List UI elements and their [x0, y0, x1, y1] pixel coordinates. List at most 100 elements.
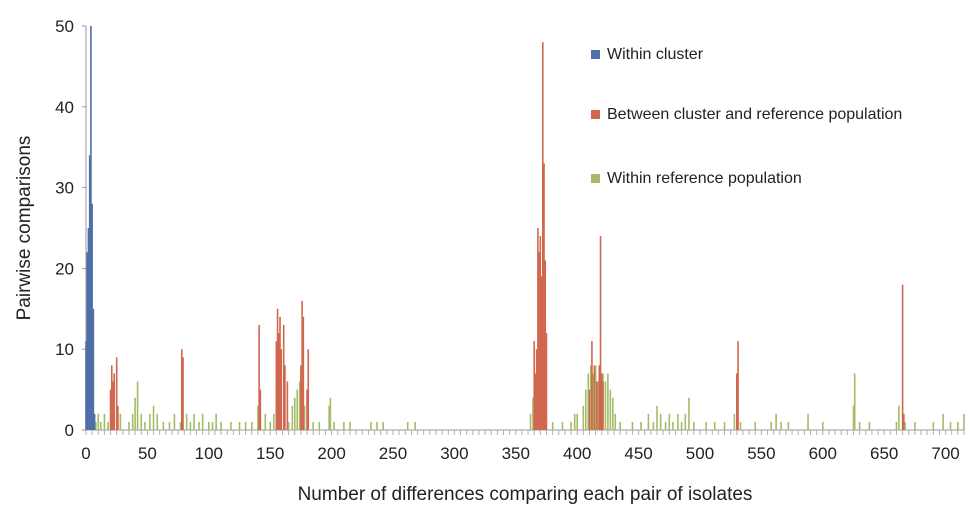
- bar-within-reference: [787, 421, 790, 430]
- x-tick-label: 100: [195, 444, 223, 463]
- bar-within-reference: [207, 421, 210, 430]
- bar-between-cluster-reference: [901, 284, 904, 430]
- bar-between-cluster-reference: [115, 357, 118, 430]
- bar-between-cluster-reference: [302, 316, 305, 430]
- bar-within-reference: [584, 389, 587, 430]
- bar-within-cluster: [90, 26, 92, 430]
- bar-within-reference: [780, 421, 782, 430]
- bar-within-reference: [668, 413, 671, 430]
- bar-within-reference: [656, 405, 658, 430]
- bar-within-reference: [264, 413, 267, 430]
- bar-within-reference: [107, 421, 109, 430]
- x-axis-title: Number of differences comparing each pai…: [298, 484, 753, 505]
- bar-within-cluster: [91, 203, 93, 430]
- bar-within-reference: [179, 421, 182, 430]
- y-tick-label: 10: [55, 340, 74, 359]
- bar-within-reference: [156, 413, 159, 430]
- bar-within-reference: [136, 381, 139, 430]
- bar-within-reference: [215, 413, 217, 430]
- bar-between-cluster-reference: [533, 341, 536, 430]
- bar-within-reference: [152, 405, 155, 430]
- bar-between-cluster-reference: [544, 260, 547, 430]
- bar-within-reference: [318, 421, 321, 430]
- bar-within-reference: [868, 421, 871, 430]
- bar-within-reference: [273, 413, 275, 430]
- bar-within-reference: [149, 413, 151, 430]
- bar-between-cluster-reference: [182, 357, 184, 430]
- series-within-cluster: [85, 26, 96, 430]
- bar-within-cluster: [86, 252, 89, 430]
- bar-within-reference: [821, 421, 824, 430]
- series-between-cluster-reference: [109, 42, 905, 431]
- bar-between-cluster-reference: [282, 324, 285, 430]
- x-tick-label: 200: [317, 444, 345, 463]
- bar-between-cluster-reference: [110, 365, 113, 430]
- bar-within-reference: [570, 421, 572, 430]
- legend: Within cluster Between cluster and refere…: [591, 46, 902, 187]
- legend-swatch-within-reference: [591, 174, 600, 183]
- bar-within-reference: [770, 421, 773, 430]
- axes: [85, 26, 964, 431]
- bar-between-cluster-reference: [737, 341, 739, 430]
- bar-between-cluster-reference: [300, 365, 302, 430]
- bar-between-cluster-reference: [307, 349, 310, 430]
- bar-within-reference: [193, 413, 195, 430]
- bar-within-reference: [775, 413, 777, 430]
- x-tick-label: 300: [440, 444, 468, 463]
- bar-between-cluster-reference: [539, 236, 542, 430]
- bar-within-reference: [250, 421, 253, 430]
- bar-within-reference: [328, 405, 330, 430]
- bar-within-reference: [189, 421, 192, 430]
- bar-within-reference: [664, 421, 667, 430]
- y-ticks: 0 10 20 30 40 50: [55, 17, 86, 440]
- bar-within-reference: [631, 421, 634, 430]
- bar-between-cluster-reference: [537, 228, 539, 430]
- bar-within-reference: [382, 421, 384, 430]
- bar-within-reference: [963, 413, 965, 430]
- bar-between-cluster-reference: [543, 163, 545, 431]
- bar-between-cluster-reference: [534, 373, 537, 430]
- bar-between-cluster-reference: [180, 349, 183, 430]
- bar-within-reference: [333, 421, 335, 430]
- bar-within-reference: [573, 413, 576, 430]
- bar-within-reference: [119, 413, 122, 430]
- bar-between-cluster-reference: [540, 276, 543, 430]
- bar-within-reference: [612, 397, 614, 430]
- bar-within-reference: [723, 421, 726, 430]
- legend-label-within-cluster: Within cluster: [607, 46, 704, 63]
- bar-within-reference: [349, 421, 351, 430]
- x-tick-label: 50: [138, 444, 157, 463]
- bar-within-reference: [589, 365, 592, 430]
- bar-within-reference: [134, 397, 136, 430]
- x-tick-label: 250: [379, 444, 407, 463]
- bar-within-reference: [269, 421, 271, 430]
- bar-within-reference: [904, 421, 906, 430]
- bar-within-reference: [532, 397, 534, 430]
- bar-between-cluster-reference: [259, 389, 262, 430]
- bars: [85, 26, 965, 431]
- bar-within-reference: [957, 421, 959, 430]
- x-tick-label: 400: [563, 444, 591, 463]
- bar-within-reference: [329, 397, 332, 430]
- series-within-reference: [91, 365, 965, 430]
- bar-within-cluster: [88, 155, 91, 430]
- bar-within-reference: [614, 413, 617, 430]
- bar-within-reference: [677, 413, 679, 430]
- bar-within-reference: [853, 373, 856, 430]
- bar-within-reference: [244, 421, 247, 430]
- y-tick-label: 20: [55, 259, 74, 278]
- bar-within-reference: [230, 421, 232, 430]
- bar-between-cluster-reference: [591, 341, 593, 430]
- x-tick-label: 650: [870, 444, 898, 463]
- bar-within-reference: [949, 421, 952, 430]
- bar-between-cluster-reference: [258, 324, 260, 430]
- bar-within-reference: [238, 421, 241, 430]
- y-tick-label: 40: [55, 98, 74, 117]
- legend-label-within-reference: Within reference population: [607, 170, 802, 187]
- bar-within-reference: [97, 413, 100, 430]
- y-tick-label: 30: [55, 179, 74, 198]
- bar-within-reference: [582, 405, 585, 430]
- x-ticks: 0 50 100 150 200 250 300 350 400 450 500 550 600 650 7…: [81, 430, 965, 463]
- bar-within-reference: [291, 405, 294, 430]
